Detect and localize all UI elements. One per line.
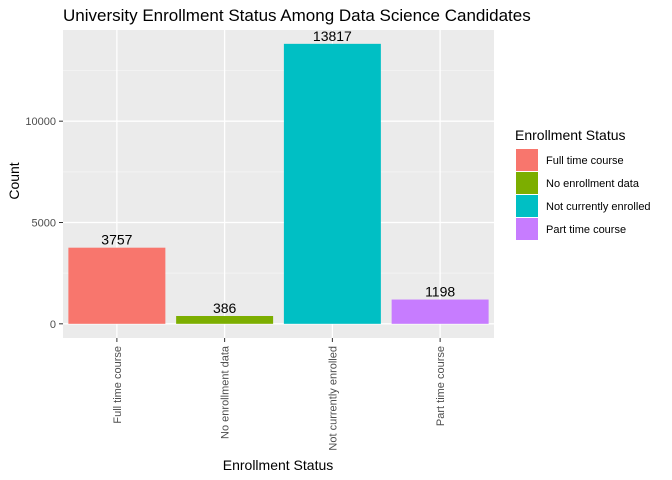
x-tick-label: Not currently enrolled [327,346,339,451]
legend-swatch [516,149,538,171]
data-labels: 3757 386 13817 1198 [101,28,455,316]
bar-data-label: 1198 [425,284,455,300]
bar [283,43,381,324]
legend: Enrollment Status Full time course No enr… [515,127,651,240]
legend-label: Part time course [546,224,626,236]
legend-label: No enrollment data [546,178,640,190]
x-tick-label: Part time course [435,346,447,426]
x-axis: Full time course No enrollment data Not cu… [112,338,447,451]
bars [68,43,489,324]
y-tick-label: 10000 [25,116,56,128]
x-axis-title: Enrollment Status [223,457,334,473]
bar-data-label: 13817 [313,28,352,44]
legend-swatch [516,195,538,217]
x-tick-label: No enrollment data [220,345,232,439]
legend-swatch [516,218,538,240]
legend-label: Not currently enrolled [546,201,651,213]
bar [391,299,489,324]
bar-data-label: 386 [213,300,237,316]
x-tick-label: Full time course [112,346,124,424]
y-tick-label: 5000 [32,218,56,230]
legend-title: Enrollment Status [515,127,626,143]
bar [176,315,274,324]
bar [68,247,166,324]
y-tick-label: 0 [50,319,56,331]
legend-items: Full time course No enrollment data Not cu… [516,149,651,240]
y-axis-title: Count [6,162,22,199]
bar-data-label: 3757 [101,232,132,248]
legend-label: Full time course [546,155,624,167]
y-axis: 0 5000 10000 [25,116,63,331]
chart-title: University Enrollment Status Among Data … [63,6,531,25]
legend-swatch [516,172,538,194]
